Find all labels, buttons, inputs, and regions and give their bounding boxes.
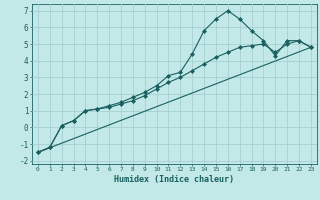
X-axis label: Humidex (Indice chaleur): Humidex (Indice chaleur)	[115, 175, 234, 184]
